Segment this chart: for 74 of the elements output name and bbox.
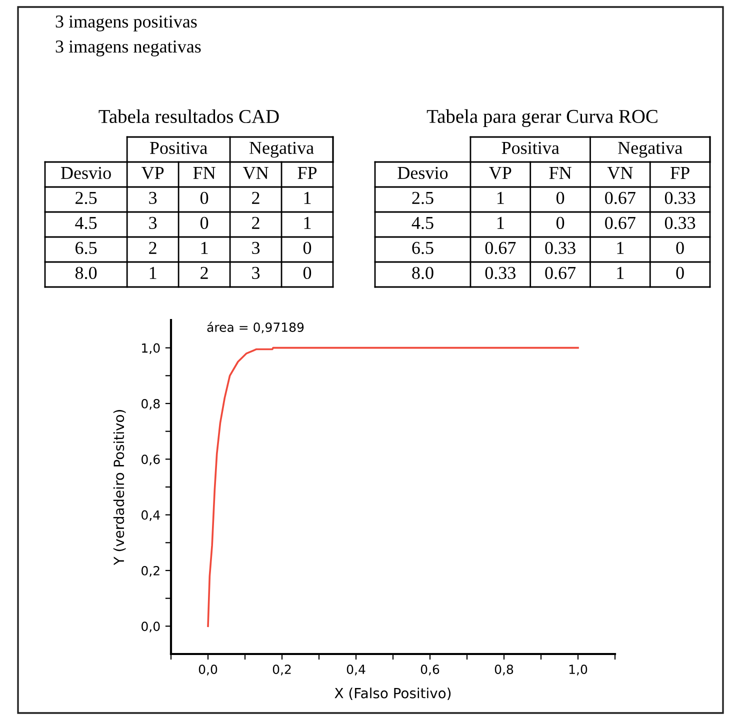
- text: 1: [497, 216, 504, 229]
- x-tick-label: 0,8: [494, 664, 514, 676]
- y-tick-label: 0,6: [142, 454, 160, 466]
- text: 0.67: [545, 266, 576, 280]
- text: 1: [150, 266, 156, 279]
- text: 0: [676, 242, 684, 254]
- text: 4.5: [75, 216, 97, 230]
- text: 3: [252, 266, 260, 280]
- text: 0.67: [605, 216, 636, 230]
- text: 0.33: [545, 242, 576, 254]
- text: 1: [304, 216, 311, 229]
- text: 2: [252, 216, 260, 229]
- category-label: Desvio: [398, 166, 448, 180]
- text: 6.5: [76, 242, 97, 254]
- category-label: FP: [670, 167, 690, 179]
- text: Positiva: [502, 142, 560, 154]
- text: 2.5: [76, 192, 97, 204]
- category-label: FN: [193, 167, 216, 179]
- x-tick-label: 0,0: [198, 664, 218, 676]
- text: 0.33: [664, 192, 696, 204]
- y-tick-label: 0,0: [142, 622, 160, 632]
- category-label: VN: [607, 167, 633, 180]
- text: 2: [200, 266, 208, 279]
- y-tick-label: 1,0: [142, 343, 160, 354]
- text: 3: [149, 216, 157, 230]
- y-axis-title: Y (verdadeiro Positivo): [113, 410, 126, 566]
- text: 1: [617, 242, 624, 254]
- text: 0: [303, 266, 312, 280]
- text: 0: [676, 266, 684, 280]
- text: Positiva: [150, 142, 208, 154]
- category-label: FN: [549, 167, 572, 179]
- text: 1: [304, 192, 311, 204]
- text: 1: [617, 266, 624, 279]
- text: 6.5: [412, 242, 434, 254]
- text: Tabela resultados CAD: [98, 109, 279, 124]
- category-label: VP: [489, 167, 512, 180]
- text: 0: [556, 216, 564, 230]
- text: 1: [201, 242, 208, 254]
- text: 8.0: [412, 266, 434, 280]
- text: 0: [200, 216, 208, 230]
- line-series: [207, 346, 579, 628]
- text: 4.5: [412, 216, 434, 230]
- text: 2: [149, 242, 156, 254]
- category-label: VP: [141, 167, 164, 180]
- text: 1: [497, 192, 504, 204]
- text: 3 imagens negativas: [56, 40, 201, 56]
- text: 0.33: [485, 266, 516, 280]
- x-tick-label: 0,2: [272, 664, 291, 676]
- x-tick-label: 0,6: [420, 664, 440, 676]
- text: Negativa: [249, 142, 314, 158]
- text: 2: [252, 192, 260, 204]
- x-tick-label: 1,0: [569, 664, 588, 676]
- annotation: área = 0,97189: [207, 322, 304, 334]
- text: 8.0: [75, 266, 97, 280]
- text: 0.67: [605, 192, 636, 204]
- text: 0: [200, 192, 208, 204]
- text: Tabela para gerar Curva ROC: [426, 109, 658, 127]
- text: 0: [556, 192, 564, 204]
- category-label: FP: [298, 167, 317, 179]
- text: 2.5: [412, 192, 434, 204]
- text: 0.33: [664, 216, 696, 230]
- y-tick-label: 0,2: [142, 566, 160, 577]
- category-label: Desvio: [60, 166, 111, 180]
- y-tick-label: 0,8: [142, 398, 160, 410]
- text: 3: [252, 242, 260, 254]
- text: 0: [303, 242, 312, 254]
- x-axis-title: X (Falso Positivo): [334, 688, 451, 700]
- text: 3: [149, 192, 157, 204]
- text: Negativa: [618, 142, 682, 158]
- y-tick-label: 0,4: [142, 510, 160, 522]
- x-tick-label: 0,4: [346, 664, 366, 676]
- category-label: VN: [242, 167, 268, 180]
- text: 3 imagens positivas: [56, 16, 197, 32]
- text: 0.67: [485, 242, 516, 254]
